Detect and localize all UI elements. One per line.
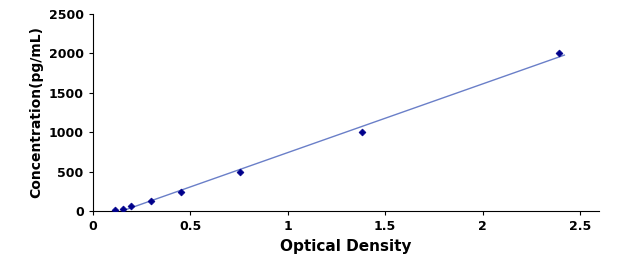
Y-axis label: Concentration(pg/mL): Concentration(pg/mL) bbox=[29, 27, 43, 198]
X-axis label: Optical Density: Optical Density bbox=[281, 239, 412, 254]
